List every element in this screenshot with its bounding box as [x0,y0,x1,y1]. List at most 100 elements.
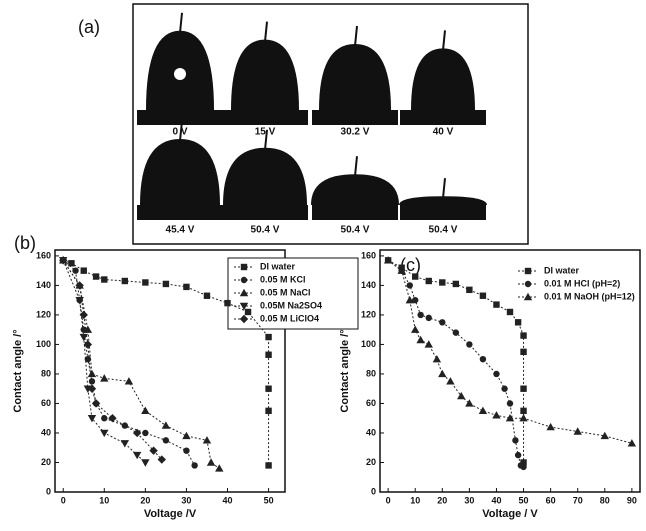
marker [79,333,88,342]
photo-base [137,110,223,125]
legend-label: 0.05M Na2SO4 [260,300,322,310]
y-tick-label t: 60 [41,398,51,408]
marker [546,422,555,431]
series-line [387,259,525,463]
marker [142,279,149,286]
marker [493,370,500,378]
y-tick-label t: 140 [36,280,51,290]
marker [417,311,424,319]
marker [466,341,473,348]
marker [501,385,508,392]
legend-label: DI water [544,265,580,275]
series-line [387,259,524,468]
marker [416,335,425,344]
marker [446,377,455,385]
y-tick-label t: 40 [41,427,51,437]
panel-label: (a) [78,17,100,37]
marker [514,319,522,326]
marker [80,267,87,274]
series-line [62,259,196,466]
caption: 40 V [433,127,454,138]
marker [84,355,92,363]
marker [68,260,75,267]
legend-marker [239,288,249,297]
caption: 45.4 V [166,225,195,236]
x-tick-label: 0 [386,495,391,505]
marker [59,256,68,265]
marker [406,282,413,289]
needle [442,30,446,51]
marker [87,384,97,393]
marker [383,256,393,264]
droplet [223,147,307,205]
x-tick-label: 10 [99,495,109,505]
marker [100,374,109,382]
marker [87,369,97,378]
marker [87,415,97,423]
marker [478,406,488,415]
marker [224,299,231,307]
marker [425,277,432,285]
legend-label: 0.01 M HCl (pH=2) [544,278,620,288]
marker [101,415,108,422]
droplet [311,174,399,205]
marker [83,340,93,349]
marker [88,378,96,385]
marker [479,292,487,299]
marker [397,266,406,274]
marker [438,369,447,378]
x-tick-label: 30 [181,495,191,505]
marker [100,429,109,438]
marker [162,280,170,288]
marker [183,283,190,291]
y-tick-label t: 80 [41,368,51,378]
x-tick-label: 20 [140,495,150,505]
marker [520,332,527,339]
series-line [63,259,270,466]
panel-label: (c) [400,255,421,275]
x-tick-label: 40 [491,495,501,505]
marker [124,377,134,385]
marker [439,279,446,286]
droplet [140,139,220,205]
series-line [62,260,163,460]
y-tick-label t: 0 [371,486,376,496]
droplet [231,39,299,110]
droplet [411,48,475,110]
marker [519,414,528,422]
needle [442,178,446,199]
needle [264,129,268,150]
y-tick-label t: 20 [366,457,376,467]
marker [161,421,171,429]
droplet [399,196,487,205]
legend-label: 0.01 M NaOH (pH=12) [544,291,635,301]
x-tick-label: 0 [61,495,66,505]
marker [520,459,527,466]
marker [411,325,420,333]
marker [520,463,527,471]
marker [206,458,216,466]
marker [149,446,158,455]
y-tick-label t: 20 [41,457,51,467]
legend-label: 0.05 M LiClO4 [260,313,319,323]
y-tick-label t: 140 [361,280,376,290]
photo-base [312,110,398,125]
caption: 50.4 V [341,225,370,236]
marker [405,295,414,304]
x-tick-label: 60 [546,495,556,505]
marker [265,407,272,415]
marker [425,314,432,322]
marker [520,407,527,415]
marker [465,399,474,407]
x-tick-label: 70 [573,495,583,505]
x-axis-title: Voltage / V [482,508,538,520]
photo-base [312,205,398,220]
needle [179,120,183,142]
y-axis-title: Contact angle /° [339,329,351,412]
y-axis-title: Contact angle /° [12,329,24,412]
marker [182,431,191,440]
marker [412,273,419,280]
marker [191,462,198,469]
legend-marker [239,314,249,324]
needle [354,25,358,47]
